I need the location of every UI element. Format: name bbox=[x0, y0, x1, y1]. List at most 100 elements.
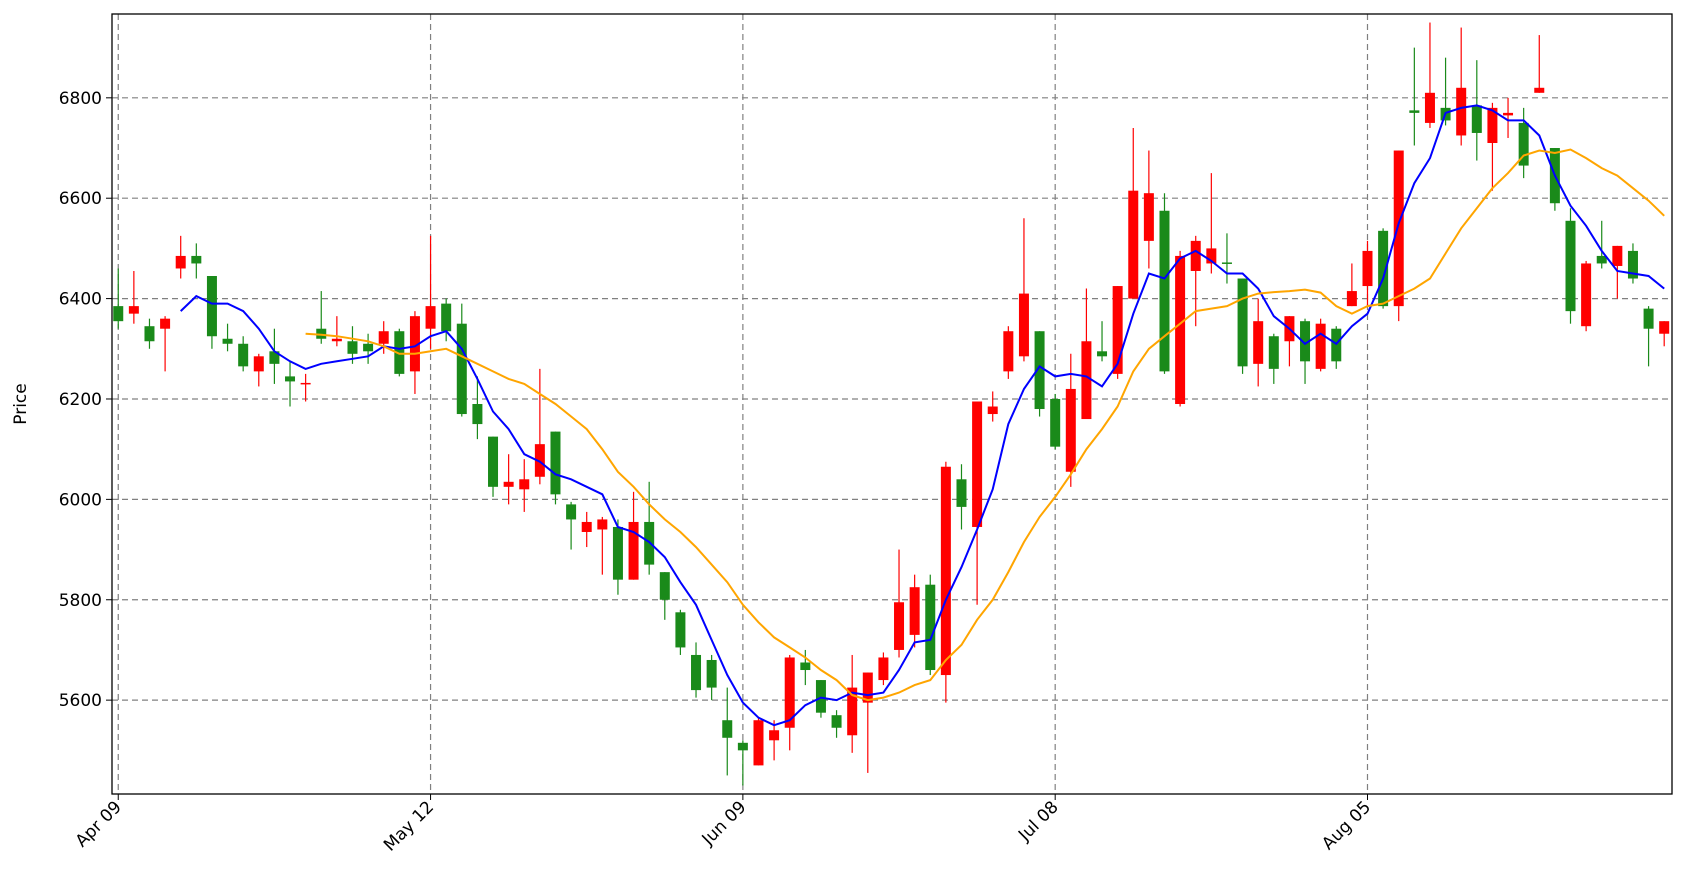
candle-body bbox=[659, 572, 670, 600]
candle-body bbox=[878, 657, 889, 681]
candle-body bbox=[909, 587, 920, 635]
candle-body bbox=[800, 662, 811, 671]
candle-body bbox=[456, 323, 467, 415]
candle-body bbox=[472, 404, 483, 425]
candle-body bbox=[1315, 323, 1326, 369]
candle-body bbox=[363, 343, 374, 352]
candle-body bbox=[425, 306, 436, 329]
candle-body bbox=[1190, 240, 1201, 271]
candle-body bbox=[706, 659, 717, 688]
candle-body bbox=[1081, 341, 1092, 420]
candle-body bbox=[1424, 92, 1435, 123]
candle-body bbox=[1065, 388, 1076, 472]
candle-body bbox=[1237, 278, 1248, 367]
candle-body bbox=[222, 338, 233, 344]
candle-body bbox=[160, 318, 171, 329]
candle-body bbox=[862, 672, 873, 703]
candle-body bbox=[1659, 321, 1670, 334]
candle-body bbox=[1346, 291, 1357, 307]
candle-body bbox=[144, 326, 155, 342]
candle-body bbox=[1206, 248, 1217, 264]
candle-body bbox=[441, 303, 452, 332]
candle-body bbox=[1393, 150, 1404, 307]
candle-body bbox=[113, 306, 124, 322]
candle-body bbox=[1409, 110, 1420, 113]
candle-body bbox=[378, 331, 389, 344]
candle-body bbox=[925, 584, 936, 671]
candle-body bbox=[1221, 262, 1232, 264]
candle-body bbox=[409, 316, 420, 372]
candle-body bbox=[269, 351, 280, 364]
candle-body bbox=[815, 680, 826, 713]
y-tick-label: 6600 bbox=[59, 189, 102, 209]
candle-body bbox=[1456, 87, 1467, 136]
candle-body bbox=[300, 382, 311, 385]
candle-body bbox=[847, 687, 858, 736]
candle-body bbox=[1112, 286, 1123, 374]
candle-body bbox=[597, 519, 608, 530]
candle-body bbox=[1175, 255, 1186, 404]
candle-body bbox=[956, 479, 967, 507]
candle-body bbox=[722, 720, 733, 738]
candle-body bbox=[503, 481, 514, 487]
candle-body bbox=[1300, 321, 1311, 362]
candle-body bbox=[1643, 308, 1654, 329]
candle-body bbox=[206, 276, 217, 337]
candle-body bbox=[191, 255, 202, 264]
candle-body bbox=[550, 431, 561, 495]
candle-body bbox=[1534, 87, 1545, 93]
candle-body bbox=[534, 444, 545, 477]
candle-body bbox=[566, 504, 577, 520]
candle-body bbox=[737, 742, 748, 751]
candle-body bbox=[347, 341, 358, 354]
x-tick-label: May 12 bbox=[380, 797, 438, 855]
candle-body bbox=[784, 657, 795, 728]
y-tick-label: 6200 bbox=[59, 390, 102, 410]
candle-body bbox=[612, 526, 623, 580]
moving-average-line bbox=[180, 104, 1665, 727]
candle-body bbox=[1581, 263, 1592, 327]
candle-body bbox=[1143, 193, 1154, 241]
candle-body bbox=[1268, 336, 1279, 369]
candle-body bbox=[894, 602, 905, 650]
candle-body bbox=[769, 730, 780, 741]
y-tick-label: 6000 bbox=[59, 490, 102, 510]
candle-body bbox=[628, 521, 639, 580]
candle-body bbox=[675, 612, 686, 648]
candle-body bbox=[1331, 328, 1342, 362]
x-tick-label: Apr 09 bbox=[72, 797, 126, 851]
candle-body bbox=[1253, 321, 1264, 364]
x-tick-label: Jun 09 bbox=[698, 797, 751, 850]
candle-body bbox=[175, 255, 186, 269]
candle-body bbox=[1128, 190, 1139, 299]
candle-body bbox=[1034, 331, 1045, 410]
y-tick-label: 5600 bbox=[59, 691, 102, 711]
y-tick-label: 6400 bbox=[59, 290, 102, 310]
candle-body bbox=[831, 715, 842, 728]
candle-body bbox=[1159, 210, 1170, 372]
candle-body bbox=[1627, 250, 1638, 279]
candle-body bbox=[1612, 245, 1623, 266]
x-tick-label: Aug 05 bbox=[1318, 797, 1375, 854]
candle-body bbox=[1018, 293, 1029, 357]
candle-body bbox=[1503, 112, 1514, 116]
candle-body bbox=[331, 338, 342, 342]
candle-body bbox=[1097, 351, 1108, 357]
candle-body bbox=[1378, 230, 1389, 307]
candle-body bbox=[972, 401, 983, 527]
x-tick-label: Jul 08 bbox=[1014, 797, 1062, 845]
y-tick-label: 5800 bbox=[59, 591, 102, 611]
candle-body bbox=[1003, 331, 1014, 372]
candle-body bbox=[987, 406, 998, 415]
candle-body bbox=[1050, 398, 1061, 447]
candle-body bbox=[581, 521, 592, 532]
y-tick-label: 6800 bbox=[59, 89, 102, 109]
candle-body bbox=[753, 720, 764, 766]
candle-body bbox=[285, 376, 296, 382]
candle-body bbox=[940, 466, 951, 676]
moving-average-line bbox=[305, 148, 1665, 702]
candle-body bbox=[394, 331, 405, 374]
candle-body bbox=[238, 343, 249, 367]
candle-body bbox=[253, 356, 264, 372]
